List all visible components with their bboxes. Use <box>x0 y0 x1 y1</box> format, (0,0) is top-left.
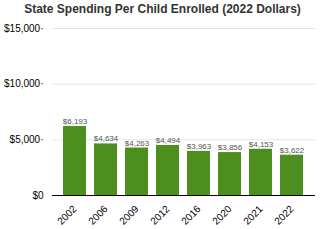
svg-text:$15,000·: $15,000· <box>4 23 43 34</box>
svg-text:2020: 2020 <box>210 203 234 227</box>
html-text:State Spending Per Child Enrol: State Spending Per Child Enrolled (2022 … <box>24 2 301 16</box>
svg-text:2016: 2016 <box>179 203 203 227</box>
svg-text:$10,000·: $10,000· <box>4 78 43 89</box>
svg-text:$6,193: $6,193 <box>63 117 88 126</box>
svg-text:$4,494: $4,494 <box>156 136 181 145</box>
svg-text:2022: 2022 <box>272 203 296 227</box>
svg-text:$3,622: $3,622 <box>280 146 305 155</box>
svg-text:$3,856: $3,856 <box>218 143 243 152</box>
svg-text:2012: 2012 <box>148 203 172 227</box>
svg-text:$4,153: $4,153 <box>249 140 274 149</box>
svg-text:2002: 2002 <box>55 203 79 227</box>
svg-text:$0: $0 <box>32 190 44 201</box>
svg-text:$3,963: $3,963 <box>187 142 212 151</box>
svg-text:2021: 2021 <box>241 203 265 227</box>
svg-text:2006: 2006 <box>86 203 110 227</box>
svg-text:$4,263: $4,263 <box>125 139 150 148</box>
svg-text:2009: 2009 <box>117 203 141 227</box>
svg-text:$4,634: $4,634 <box>94 134 119 143</box>
svg-text:$5,000·: $5,000· <box>10 134 44 145</box>
